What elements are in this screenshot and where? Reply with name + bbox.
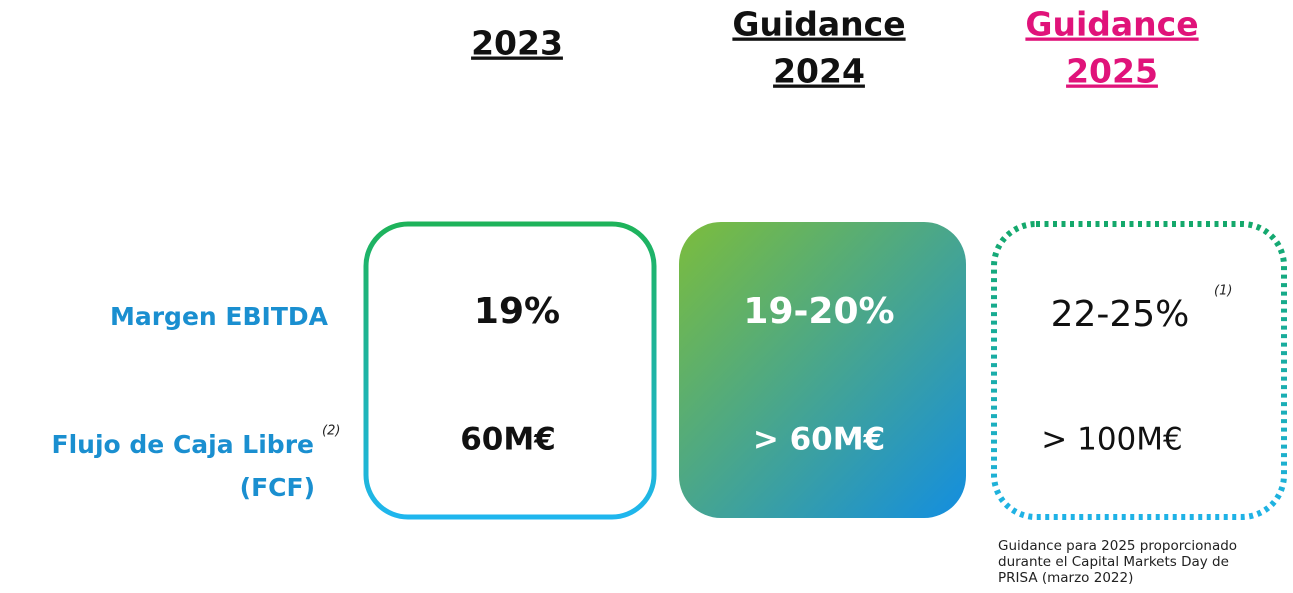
column-header: 2023	[471, 24, 563, 63]
cell: 19%	[474, 291, 560, 332]
column-header: 2025	[1066, 52, 1158, 91]
cell: 60M€	[460, 422, 556, 458]
footnote: PRISA (marzo 2022)	[998, 570, 1133, 586]
row-label: Flujo de Caja Libre	[52, 430, 315, 459]
cell: > 100M€	[1041, 422, 1182, 458]
column-header: Guidance	[1025, 5, 1198, 44]
note-mark: (2)	[322, 424, 340, 439]
box-2023	[363, 221, 657, 520]
row-label: (FCF)	[240, 473, 315, 502]
cell: > 60M€	[753, 422, 885, 458]
column-header: Guidance	[732, 5, 905, 44]
footnote: durante el Capital Markets Day de	[998, 554, 1229, 570]
column-header: 2024	[773, 52, 865, 91]
footnote: Guidance para 2025 proporcionado	[998, 538, 1237, 554]
cell: 22-25%	[1051, 294, 1190, 335]
cell: 19-20%	[743, 291, 894, 332]
note-mark: (1)	[1214, 284, 1232, 299]
box-2024	[679, 222, 966, 518]
box-2025	[991, 221, 1287, 520]
row-label: Margen EBITDA	[110, 302, 329, 331]
